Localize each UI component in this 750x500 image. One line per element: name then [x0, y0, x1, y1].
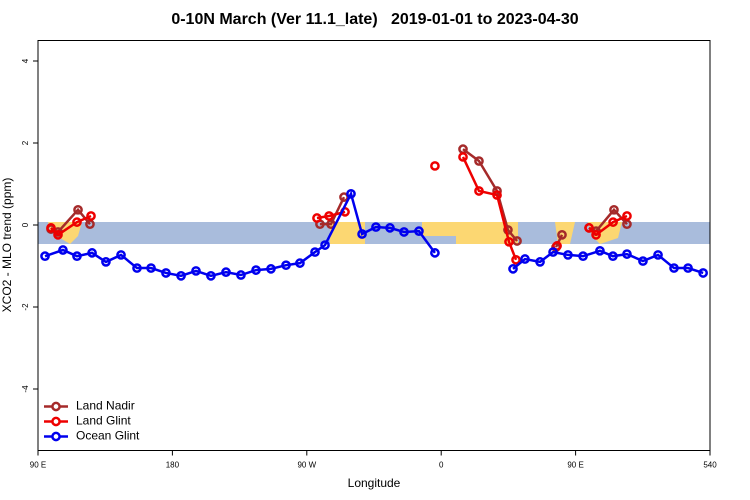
series-line [512, 249, 704, 275]
data-point [474, 156, 484, 166]
data-point [584, 223, 594, 233]
data-point [557, 229, 567, 240]
data-point [608, 217, 618, 227]
data-point [622, 249, 632, 259]
data-point [357, 229, 367, 239]
y-tick-label: -4 [21, 385, 30, 393]
y-tick-label: 4 [21, 58, 30, 63]
data-point [221, 267, 231, 277]
land-patch [330, 222, 365, 244]
data-point [622, 211, 632, 221]
data-point [53, 229, 63, 240]
data-point [548, 247, 558, 257]
data-point [176, 270, 186, 281]
y-tick-label: 0 [21, 222, 30, 227]
data-point [511, 255, 521, 265]
data-point [86, 211, 96, 221]
x-tick-label: 90 E [567, 461, 583, 470]
data-point [504, 236, 514, 247]
series [46, 152, 632, 265]
land-patch [456, 222, 518, 244]
data-point [206, 270, 216, 281]
data-point [578, 251, 588, 262]
land-patch [422, 222, 458, 236]
data-point [295, 258, 305, 268]
series-line [554, 234, 564, 248]
data-point [430, 161, 440, 171]
data-point [535, 257, 545, 267]
data-point [73, 204, 83, 215]
data-point [236, 270, 246, 280]
data-point [430, 248, 440, 258]
data-point [324, 211, 334, 221]
legend-label: Ocean Glint [76, 429, 140, 443]
data-point [385, 223, 395, 233]
data-point [132, 263, 142, 273]
x-tick-label: 90 E [30, 461, 46, 470]
series [40, 188, 708, 281]
y-tick-label: 2 [21, 140, 30, 145]
data-point [87, 248, 97, 258]
ocean-band [38, 222, 710, 244]
data-point [58, 245, 68, 255]
data-point [492, 190, 502, 200]
data-point [251, 265, 261, 275]
data-point [72, 251, 82, 262]
data-point [266, 264, 276, 274]
data-point [346, 188, 356, 199]
data-point [40, 251, 50, 262]
data-point [563, 250, 573, 260]
legend-swatch-point [51, 416, 61, 427]
legend-label: Land Nadir [76, 399, 135, 413]
data-point [101, 257, 111, 267]
x-tick-label: 180 [166, 461, 180, 470]
x-tick-label: 540 [703, 461, 717, 470]
data-point [508, 264, 518, 274]
x-tick-label: 90 W [297, 461, 316, 470]
data-point [591, 229, 601, 240]
data-point [609, 204, 619, 215]
series-line [44, 190, 436, 278]
data-point [683, 263, 693, 273]
legend-swatch-point [51, 401, 61, 412]
y-tick-label: -2 [21, 303, 30, 311]
data-point [46, 223, 56, 233]
y-axis-title: XCO2 - MLO trend (ppm) [0, 178, 14, 313]
data-point [146, 263, 156, 273]
x-tick-label: 0 [439, 461, 444, 470]
data-point [458, 152, 468, 162]
data-point [191, 266, 201, 276]
legend-swatch-point [51, 431, 61, 442]
data-point [698, 268, 708, 278]
data-point [161, 268, 171, 278]
data-point [474, 186, 484, 196]
data-point [72, 217, 82, 227]
series-line [50, 214, 92, 237]
data-point [399, 227, 409, 237]
data-point [653, 250, 663, 260]
data-point [116, 250, 126, 260]
data-point [371, 222, 381, 232]
data-point [312, 213, 322, 223]
data-point [281, 260, 291, 271]
data-point [608, 251, 618, 262]
data-point [520, 254, 530, 264]
data-point [669, 263, 679, 273]
data-point [414, 226, 424, 236]
data-point [595, 245, 605, 256]
data-point [638, 256, 648, 266]
series-line [461, 156, 518, 261]
data-point [310, 247, 320, 257]
plot-frame [37, 40, 711, 451]
legend-label: Land Glint [76, 414, 131, 428]
x-axis-title: Longitude [348, 476, 401, 490]
chart-title: 0-10N March (Ver 11.1_late) 2019-01-01 t… [171, 11, 578, 28]
data-point [320, 240, 330, 250]
series-line [588, 214, 628, 237]
